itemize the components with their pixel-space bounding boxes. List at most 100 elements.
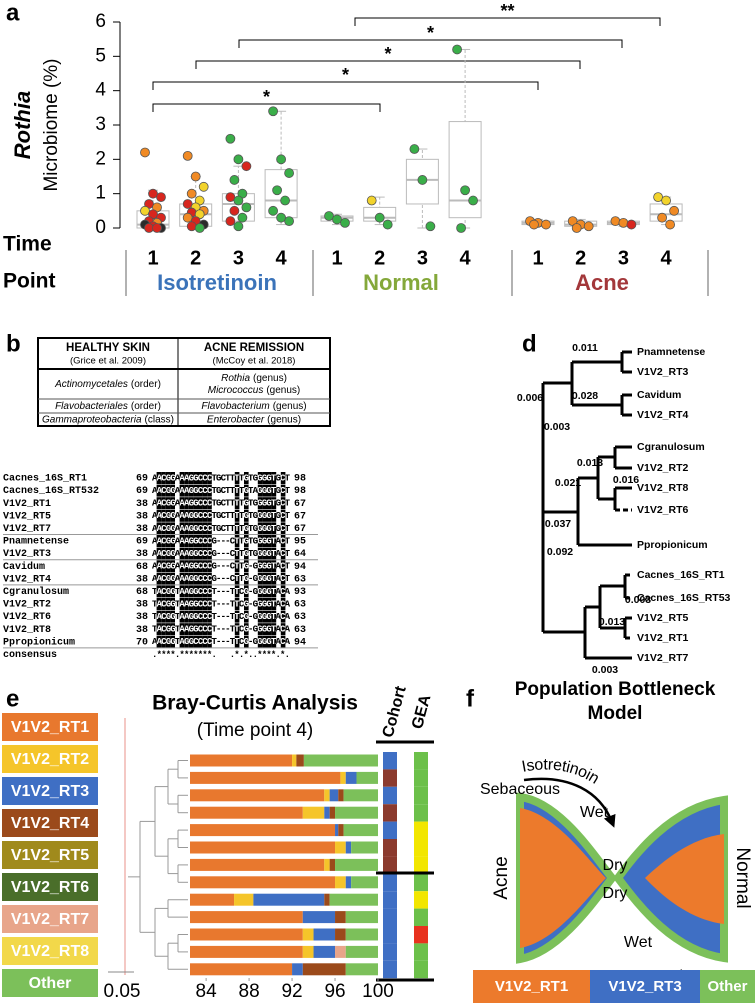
seq-name: V1V2_RT1 [3, 499, 51, 510]
consensus: .****.*******. .*.*..****.*. [152, 650, 290, 660]
conserved [170, 635, 175, 648]
conserved [267, 484, 272, 497]
conserved [267, 635, 272, 648]
legend-label: V1V2_RT7 [11, 911, 89, 928]
conserved [198, 547, 203, 560]
seq-start: 38 [136, 549, 148, 560]
point [186, 221, 197, 232]
consensus-label: consensus [3, 650, 57, 661]
significance-bracket [354, 17, 661, 26]
conserved [271, 598, 277, 610]
conserved [262, 560, 267, 573]
conserved [234, 509, 240, 522]
gea-cell [414, 908, 428, 926]
seq-end: 63 [294, 612, 306, 623]
conserved [170, 560, 175, 573]
conserved [188, 497, 194, 510]
seq-name: V1V2_RT8 [3, 625, 51, 636]
conserved [161, 535, 166, 547]
bar-segment [190, 771, 341, 784]
sequence: AACGGAAAGGCCCG---CTTG-GGGGTACT [152, 574, 291, 584]
legend-label: V1V2_RT1 [495, 978, 568, 995]
point [152, 223, 162, 233]
seq-start: 38 [136, 499, 148, 510]
seq-end: 63 [294, 625, 306, 636]
significance-label: * [384, 44, 391, 64]
site-label: Wet [580, 804, 609, 821]
conserved [262, 547, 267, 560]
legend-swatch [2, 969, 98, 997]
bar-segment [292, 754, 297, 767]
conserved [271, 610, 277, 623]
taxon: Flavobacterium [201, 401, 269, 412]
y-tick-label: 2 [95, 148, 106, 169]
sequence: TACGGTAAGGCCCT---TTCG-GGGGTACA [152, 599, 291, 609]
taxon: Rothia [221, 373, 250, 384]
conserved [156, 547, 162, 560]
x-tick-label: 4 [460, 247, 472, 269]
conserved [188, 484, 194, 497]
point [233, 195, 244, 206]
seq-end: 67 [294, 524, 306, 535]
conserved [156, 509, 162, 522]
bar-segment [343, 789, 378, 802]
y-tick-label: 3 [95, 114, 106, 135]
conserved [267, 560, 272, 573]
point [182, 150, 193, 161]
conserved [165, 623, 171, 636]
conserved [257, 522, 263, 535]
conserved [202, 547, 208, 560]
seq-end: 93 [294, 587, 306, 598]
y-axis-label: Microbiome (%) [41, 58, 62, 191]
conserved [198, 572, 203, 585]
bar-segment [190, 963, 293, 976]
conserved [188, 623, 194, 636]
conserved [280, 497, 286, 510]
conserved [193, 572, 198, 585]
conserved [202, 623, 208, 636]
leaf-label: V1V2_RT1 [637, 632, 689, 644]
conserved [271, 585, 277, 598]
x-axis-label: Time [3, 233, 52, 256]
conserved [262, 610, 267, 623]
site-label: Wet [624, 934, 653, 951]
conserved [257, 484, 263, 497]
conserved [202, 472, 208, 484]
conserved [207, 497, 212, 510]
conserved [271, 572, 277, 585]
bar-segment [190, 841, 336, 854]
conserved [267, 509, 272, 522]
conserved [184, 560, 189, 573]
conserved [170, 497, 175, 510]
conserved [198, 560, 203, 573]
bar-segment [190, 824, 336, 837]
point [182, 199, 193, 209]
bar-segment [338, 824, 344, 837]
point [409, 144, 420, 154]
conserved [156, 585, 162, 598]
seq-start: 38 [136, 600, 148, 611]
legend-swatch [2, 937, 98, 965]
bar-segment [190, 858, 325, 871]
legend-label: V1V2_RT6 [11, 879, 89, 896]
leaf-label: V1V2_RT8 [637, 482, 689, 494]
rank: (genus) [266, 385, 300, 396]
conserved [179, 623, 185, 636]
table-header: HEALTHY SKIN [66, 342, 150, 354]
bar-segment [324, 893, 330, 906]
conserved [188, 635, 194, 648]
conserved [202, 598, 208, 610]
arrow [523, 777, 616, 828]
conserved [198, 535, 203, 547]
branch [625, 573, 632, 640]
leaf-label: Cgranulosum [637, 441, 705, 453]
chart-subtitle: (Time point 4) [197, 720, 314, 741]
bar-segment [190, 928, 303, 941]
legend-swatch [2, 809, 98, 837]
conserved [244, 484, 249, 497]
conserved [184, 509, 189, 522]
conserved [280, 572, 286, 585]
bars [190, 754, 378, 976]
point [425, 221, 436, 232]
